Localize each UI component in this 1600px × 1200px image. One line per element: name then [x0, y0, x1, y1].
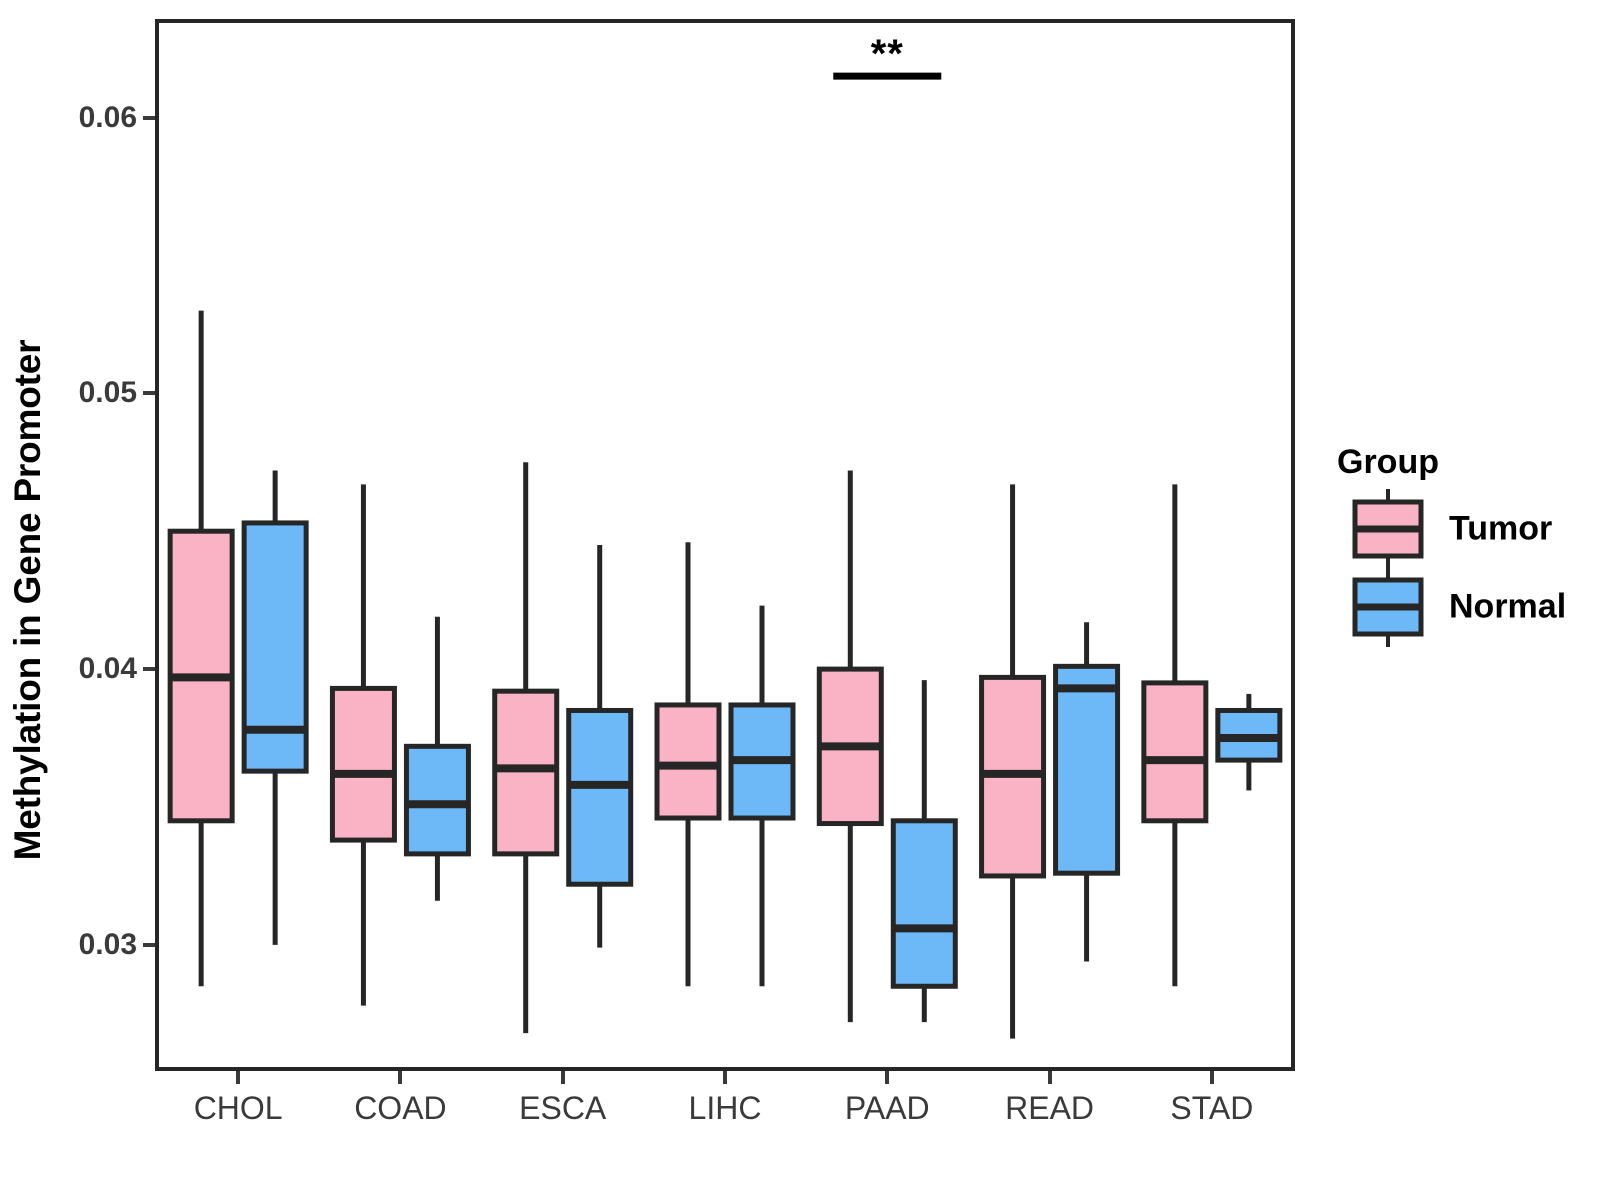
legend-key-tumor[interactable] — [1352, 489, 1424, 569]
panel-border — [155, 19, 1295, 1071]
box-rect[interactable] — [492, 688, 560, 857]
box-tumor-stad[interactable] — [1141, 484, 1209, 987]
y-tick-mark — [143, 115, 156, 120]
y-tick-label: 0.05 — [78, 376, 137, 410]
box-normal-esca[interactable] — [566, 545, 634, 948]
box-normal-read[interactable] — [1053, 622, 1121, 962]
box-rect[interactable] — [566, 707, 634, 887]
x-tick-label-paad: PAAD — [844, 1090, 930, 1126]
legend-title: Group — [1337, 443, 1439, 481]
legend-label-normal: Normal — [1449, 587, 1567, 626]
x-tick-label-coad: COAD — [354, 1090, 447, 1126]
x-tick-mark — [1047, 1071, 1052, 1084]
y-tick-label: 0.03 — [78, 927, 137, 961]
x-tick-mark — [236, 1071, 241, 1084]
x-tick-mark — [723, 1071, 727, 1084]
legend-keys — [1352, 489, 1424, 647]
box-rect[interactable] — [654, 702, 722, 821]
legend-label-tumor: Tumor — [1449, 509, 1553, 548]
x-tick-label-read: READ — [1005, 1090, 1095, 1126]
x-tick-label-lihc: LIHC — [688, 1090, 762, 1126]
x-tick-mark — [1209, 1071, 1214, 1084]
y-tick-label: 0.06 — [78, 100, 137, 134]
box-normal-coad[interactable] — [403, 616, 471, 901]
x-tick-mark — [885, 1071, 890, 1084]
y-tick-mark — [143, 391, 156, 396]
box-rect[interactable] — [403, 743, 471, 857]
box-tumor-esca[interactable] — [492, 462, 560, 1034]
y-tick-label: 0.04 — [78, 652, 137, 686]
x-tick-mark — [560, 1071, 565, 1084]
y-tick-mark — [143, 942, 156, 947]
box-tumor-coad[interactable] — [329, 484, 397, 1006]
box-rect[interactable] — [1141, 680, 1209, 824]
box-tumor-paad[interactable] — [816, 470, 884, 1023]
box-tumor-read[interactable] — [979, 484, 1047, 1039]
legend-key-normal[interactable] — [1352, 567, 1424, 647]
significance-label: ** — [870, 32, 904, 77]
box-rect[interactable] — [890, 818, 958, 989]
x-tick-mark — [398, 1071, 403, 1084]
box-tumor-chol[interactable] — [167, 310, 235, 987]
box-rect[interactable] — [241, 520, 309, 774]
box-normal-chol[interactable] — [241, 470, 309, 945]
box-normal-lihc[interactable] — [728, 605, 796, 987]
box-normal-stad[interactable] — [1215, 693, 1283, 791]
x-tick-label-chol: CHOL — [193, 1090, 283, 1126]
box-rect[interactable] — [329, 685, 397, 843]
x-tick-label-esca: ESCA — [519, 1090, 607, 1126]
box-normal-paad[interactable] — [890, 680, 958, 1023]
box-rect[interactable] — [1053, 663, 1121, 876]
box-tumor-lihc[interactable] — [654, 542, 722, 987]
x-tick-label-stad: STAD — [1170, 1090, 1254, 1126]
y-tick-mark — [143, 667, 156, 672]
